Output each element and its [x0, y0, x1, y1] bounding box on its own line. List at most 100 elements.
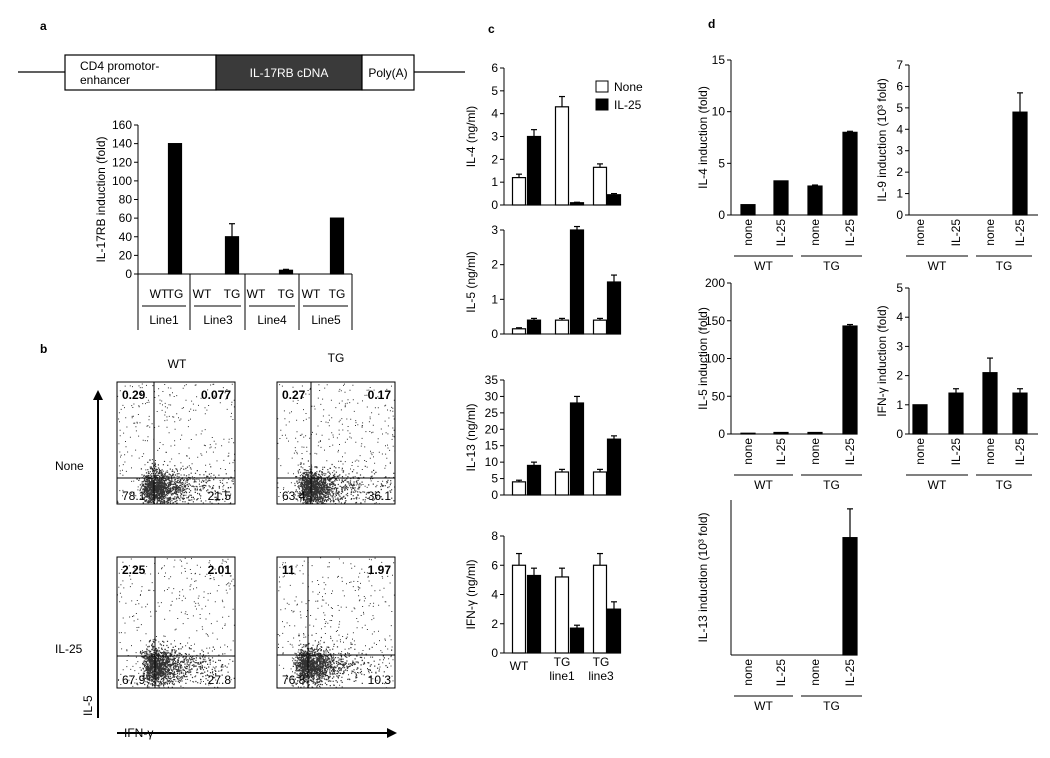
bar-c-ifng-0-0 [511, 564, 527, 654]
x-tick-label: WT [302, 287, 321, 301]
y-tick-label: 100 [705, 352, 725, 366]
bar-c-il5-1-0 [554, 319, 570, 335]
bar-a-il17rb-7-0 [329, 217, 345, 275]
panel-label-c: c [488, 22, 495, 36]
legend-il25-label: IL-25 [614, 98, 642, 112]
bar-c-il4-1-1 [569, 202, 585, 206]
flow-plot-1: 0.27 0.17 63.4 36.1 [276, 381, 396, 505]
bar-d-ifng-3-0 [1012, 392, 1028, 435]
x-tick-label: none [983, 438, 997, 465]
group-label: WT [754, 259, 773, 273]
y-tick-label: 6 [491, 61, 498, 75]
legend-none-swatch [595, 80, 609, 93]
bar-d-il9-3-0 [1012, 111, 1028, 216]
quadrant-ll: 63.4 [282, 489, 306, 503]
chart-a-il17rb: 0 20 40 60 80 100 120 140 160 IL-17RB induction (… [94, 118, 353, 330]
y-axis-label: IL-4 induction (fold) [696, 86, 710, 189]
bar-d-il13-3-0 [842, 537, 858, 656]
y-tick-label: 100 [112, 174, 132, 188]
y-tick-label: 3 [896, 339, 903, 353]
flow-col-tg: TG [328, 351, 345, 365]
flow-x-axis-label: IFN-γ [124, 726, 153, 740]
quadrant-lr: 21.5 [208, 489, 232, 503]
y-tick-label: 0 [491, 646, 498, 660]
group-label: TG [823, 699, 840, 713]
y-axis-label: IL-13 (ng/ml) [464, 403, 478, 471]
group-label: Line4 [257, 313, 287, 327]
bar-c-ifng-2-0 [592, 564, 608, 654]
y-tick-label: 1 [491, 175, 498, 189]
construct-diagram: CD4 promotor- enhancer IL-17RB cDNA Poly… [18, 54, 465, 91]
flow-plot-frame [276, 381, 396, 505]
y-tick-label: 20 [485, 422, 499, 436]
polya-label: Poly(A) [368, 66, 407, 80]
x-tick-label: IL-25 [949, 438, 963, 466]
bar-d-il4-1-0 [773, 180, 789, 216]
y-tick-label: 0 [718, 208, 725, 222]
y-axis-label: IL-9 induction (10³ fold) [875, 78, 889, 201]
promoter-label-line2: enhancer [80, 73, 130, 87]
x-tick-label: IL-25 [774, 219, 788, 247]
x-tick-label: none [913, 438, 927, 465]
x-tick-label: none [741, 219, 755, 246]
y-tick-label: 2 [491, 258, 498, 272]
bar-c-il4-2-0 [592, 166, 608, 206]
flow-dot-cloud [117, 557, 235, 688]
flow-plot-frame [116, 556, 236, 689]
bar-c-il13-1-1 [569, 402, 585, 496]
y-axis-label: IL-5 (ng/ml) [464, 251, 478, 312]
group-label: Line1 [149, 313, 179, 327]
y-tick-label: 2 [491, 617, 498, 631]
x-tick-label: IL-25 [1013, 219, 1027, 247]
bar-c-il5-0-1 [526, 319, 542, 335]
group-label: Line3 [203, 313, 233, 327]
flow-dots [117, 383, 235, 504]
chart-c-il13: 0 5 10 15 20 25 30 35 IL-13 (ng/ml) [464, 373, 622, 502]
chart-d-ifng: 0 1 2 3 4 5 IFN-γ induction (fold) none IL-25 non… [875, 281, 1038, 492]
y-tick-label: 1 [491, 292, 498, 306]
group-label: TG [996, 478, 1013, 492]
y-tick-label: 5 [718, 156, 725, 170]
bar-a-il17rb-3-0 [224, 236, 240, 275]
quadrant-ur: 0.077 [201, 388, 231, 402]
y-axis-label: IL-4 (ng/ml) [464, 106, 478, 167]
flow-dots [117, 557, 235, 688]
bar-c-il13-0-1 [526, 464, 542, 496]
x-tick-label: IL-25 [774, 659, 788, 687]
panel-label-d: d [708, 17, 715, 31]
y-tick-label: 6 [896, 79, 903, 93]
quadrant-ur: 1.97 [368, 563, 392, 577]
bar-c-ifng-1-1 [569, 627, 585, 654]
x-tick-label: none [808, 438, 822, 465]
y-tick-label: 15 [712, 53, 726, 67]
bar-c-il5-2-1 [606, 281, 622, 335]
quadrant-lr: 36.1 [368, 489, 392, 503]
y-tick-label: 5 [491, 84, 498, 98]
flow-plot-3: 11 1.97 76.8 10.3 [276, 556, 396, 689]
flow-dot-cloud [277, 383, 395, 504]
chart-d-il13: IL-13 induction (10³ fold) none IL-25 none I… [696, 500, 862, 713]
y-tick-label: 0 [491, 327, 498, 341]
x-tick-label: IL-25 [774, 438, 788, 466]
x-tick-label: IL-25 [843, 438, 857, 466]
bar-d-il5-0-0 [740, 432, 756, 435]
y-tick-label: 3 [896, 144, 903, 158]
bar-c-il13-0-0 [511, 481, 527, 496]
y-tick-label: 40 [119, 230, 133, 244]
y-axis-label: IL-13 induction (10³ fold) [696, 512, 710, 642]
x-tick-label: none [741, 438, 755, 465]
x-tick-label: none [808, 219, 822, 246]
y-tick-label: 0 [896, 427, 903, 441]
legend-none-label: None [614, 80, 643, 94]
y-tick-label: 20 [119, 248, 133, 262]
y-axis-label: IL-17RB induction (fold) [94, 136, 108, 262]
y-tick-label: 0 [491, 198, 498, 212]
y-tick-label: 2 [896, 165, 903, 179]
flow-plot-0: 0.29 0.077 78.1 21.5 [116, 381, 236, 505]
chart-d-il5: 0 50 100 150 200 IL-5 induction (fold) none IL-… [696, 276, 862, 492]
bar-c-il5-0-0 [511, 328, 527, 335]
quadrant-ul: 2.25 [122, 563, 146, 577]
